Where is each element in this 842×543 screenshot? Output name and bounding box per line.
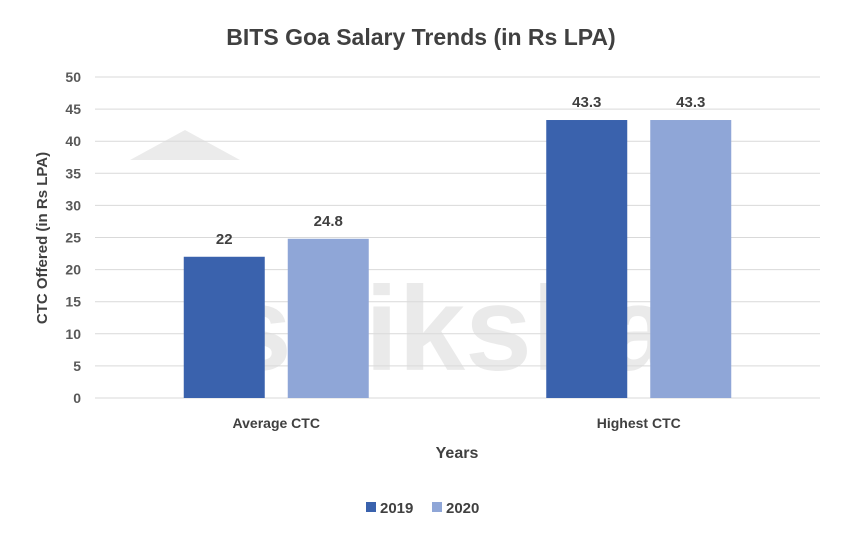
bars: 22 24.8 43.3 43.3	[183, 94, 732, 398]
legend: 2019 2020	[366, 500, 479, 517]
data-label: 43.3	[676, 94, 705, 111]
y-tick-label: 0	[73, 390, 81, 406]
x-axis-label: Years	[436, 445, 479, 462]
y-tick-label: 50	[65, 69, 81, 85]
x-tick-label: Average CTC	[233, 415, 320, 431]
y-tick-label: 45	[65, 101, 81, 117]
legend-swatch-2020	[432, 502, 442, 512]
bar-2019	[183, 256, 265, 398]
bar-2020	[650, 120, 732, 398]
y-tick-label: 15	[65, 294, 81, 310]
y-axis-ticks: 0 5 10 15 20 25 30 35 40 45 50	[65, 69, 81, 406]
bar-2019	[546, 120, 628, 398]
data-label: 43.3	[572, 94, 601, 111]
y-tick-label: 5	[73, 358, 81, 374]
y-tick-label: 30	[65, 197, 81, 213]
y-tick-label: 35	[65, 165, 81, 181]
x-tick-label: Highest CTC	[597, 415, 681, 431]
y-tick-label: 40	[65, 133, 81, 149]
y-tick-label: 25	[65, 230, 81, 246]
y-tick-label: 20	[65, 262, 81, 278]
data-label: 22	[216, 231, 233, 248]
y-axis-label: CTC Offered (in Rs LPA)	[34, 152, 51, 324]
data-label: 24.8	[314, 213, 343, 230]
y-tick-label: 10	[65, 326, 81, 342]
x-axis-ticks: Average CTC Highest CTC	[233, 415, 681, 431]
bar-2020	[287, 238, 369, 398]
legend-label: 2019	[380, 500, 413, 517]
chart-title: BITS Goa Salary Trends (in Rs LPA)	[226, 24, 615, 50]
legend-swatch-2019	[366, 502, 376, 512]
legend-label: 2020	[446, 500, 479, 517]
